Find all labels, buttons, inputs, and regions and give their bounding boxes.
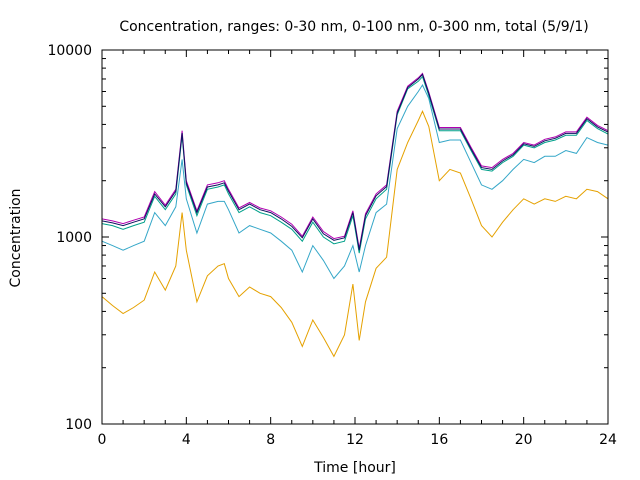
plot-lines bbox=[101, 72, 609, 358]
axis-ticks: 0 4 8 12 16 20 24 100 1000 10000 bbox=[47, 43, 617, 448]
y-tick-label: 10000 bbox=[47, 43, 92, 59]
x-axis-label: Time [hour] bbox=[313, 460, 396, 476]
y-axis-label: Concentration bbox=[8, 188, 24, 287]
x-tick-label: 0 bbox=[98, 432, 107, 448]
x-tick-label: 12 bbox=[346, 432, 364, 448]
chart-title: Concentration, ranges: 0-30 nm, 0-100 nm… bbox=[119, 19, 588, 35]
x-tick-label: 16 bbox=[430, 432, 448, 448]
series-line-5 bbox=[101, 73, 609, 251]
x-tick-label: 24 bbox=[599, 432, 617, 448]
series-line-4 bbox=[101, 72, 609, 249]
x-tick-label: 4 bbox=[182, 432, 191, 448]
series-line-2 bbox=[101, 83, 609, 280]
plot-frame bbox=[101, 49, 609, 425]
x-tick-label: 20 bbox=[515, 432, 533, 448]
x-tick-label: 8 bbox=[266, 432, 275, 448]
y-tick-label: 100 bbox=[65, 417, 92, 433]
series-line-1 bbox=[101, 110, 609, 358]
y-tick-label: 1000 bbox=[56, 230, 92, 246]
